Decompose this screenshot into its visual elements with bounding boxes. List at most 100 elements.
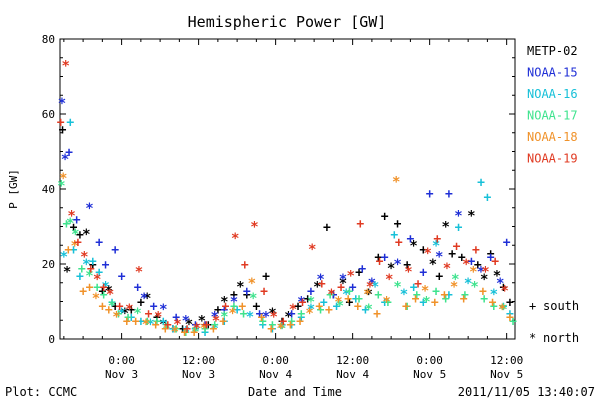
data-point-noaa-16: + — [66, 116, 74, 131]
data-point-noaa-17: * — [162, 321, 170, 337]
data-point-noaa-17: * — [278, 321, 286, 337]
data-point-metp-02: * — [480, 272, 488, 288]
data-point-noaa-16: * — [210, 321, 218, 337]
x-tick-time: 12:00 — [490, 354, 523, 367]
data-point-noaa-17: + — [288, 314, 296, 329]
data-point-noaa-17: + — [240, 307, 248, 322]
data-point-noaa-15: * — [58, 96, 66, 112]
data-point-noaa-16: * — [400, 287, 408, 303]
data-point-metp-02: + — [243, 288, 251, 303]
data-point-noaa-19: * — [212, 313, 220, 329]
data-point-noaa-17: + — [403, 299, 411, 314]
data-point-metp-02: + — [403, 258, 411, 273]
data-point-noaa-19: + — [356, 217, 364, 232]
data-point-noaa-16: + — [381, 296, 389, 311]
data-point-noaa-19: * — [106, 287, 114, 303]
data-point-noaa-19: + — [74, 236, 82, 251]
data-point-noaa-15: * — [61, 152, 69, 168]
y-tick-label: 20 — [42, 258, 55, 271]
data-point-metp-02: + — [394, 217, 402, 232]
data-point-metp-02: * — [441, 220, 449, 236]
data-point-noaa-18: * — [142, 317, 150, 333]
data-point-noaa-16: * — [146, 317, 154, 333]
data-point-noaa-19: + — [318, 277, 326, 292]
data-point-noaa-17: + — [78, 262, 86, 277]
data-point-noaa-19: + — [87, 262, 95, 277]
data-point-noaa-19: + — [279, 314, 287, 329]
data-point-metp-02: * — [467, 208, 475, 224]
data-point-noaa-19: + — [164, 318, 172, 333]
data-point-noaa-16: * — [278, 321, 286, 337]
data-points: +*++*++*+ *+ +*+* + +*+*++* +*+++* +*+ +*++*++*… — [57, 58, 517, 340]
data-point-metp-02: * — [236, 280, 244, 296]
data-point-noaa-17: + — [230, 299, 238, 314]
data-point-noaa-16: + — [191, 322, 199, 337]
data-point-noaa-16: + — [159, 314, 167, 329]
data-point-noaa-17: * — [85, 268, 93, 284]
data-point-noaa-15: + — [503, 236, 511, 251]
data-point-noaa-19: * — [481, 265, 489, 281]
data-point-metp-02: * — [143, 291, 151, 307]
data-point-noaa-15: + — [487, 251, 495, 266]
chart-title: Hemispheric Power [GW] — [188, 13, 387, 31]
x-tick-time: 0:00 — [416, 354, 443, 367]
data-point-noaa-15: * — [210, 310, 218, 326]
data-point-metp-02: + — [329, 288, 337, 303]
y-axis-label: P [GW] — [7, 169, 20, 209]
data-point-noaa-19: * — [462, 257, 470, 273]
data-point-noaa-19: + — [116, 299, 124, 314]
data-point-noaa-19: * — [289, 302, 297, 318]
data-point-noaa-15: + — [201, 318, 209, 333]
data-point-noaa-17: + — [346, 284, 354, 299]
data-point-noaa-18: + — [489, 296, 497, 311]
data-point-metp-02: + — [323, 221, 331, 236]
data-point-noaa-17: + — [269, 318, 277, 333]
data-point-metp-02: + — [262, 269, 270, 284]
data-point-noaa-16: + — [410, 281, 418, 296]
legend-item-noaa-17: NOAA-17 — [527, 109, 578, 123]
data-point-noaa-16: * — [432, 238, 440, 254]
data-point-noaa-18: * — [363, 287, 371, 303]
data-point-noaa-17: + — [355, 292, 363, 307]
data-point-noaa-17: + — [297, 307, 305, 322]
y-tick-label: 40 — [42, 183, 55, 196]
x-tick-date: Nov 3 — [182, 368, 215, 381]
data-point-noaa-17: + — [480, 292, 488, 307]
data-point-metp-02: + — [230, 288, 238, 303]
data-point-metp-02: + — [214, 303, 222, 318]
data-point-noaa-18: + — [440, 288, 448, 303]
data-point-noaa-19: + — [145, 307, 153, 322]
data-point-noaa-17: + — [143, 314, 151, 329]
x-tick-time: 0:00 — [108, 354, 135, 367]
marker-key-label-south: south — [543, 299, 579, 313]
data-point-noaa-18: + — [460, 292, 468, 307]
data-point-noaa-18: + — [123, 314, 131, 329]
data-point-noaa-19: + — [453, 239, 461, 254]
data-point-noaa-19: * — [80, 250, 88, 266]
data-point-noaa-18: + — [238, 299, 246, 314]
data-point-metp-02: * — [220, 295, 228, 311]
data-point-noaa-18: * — [59, 171, 67, 187]
data-point-noaa-16: * — [464, 276, 472, 292]
data-point-noaa-15: + — [243, 284, 251, 299]
data-point-noaa-18: * — [248, 276, 256, 292]
data-point-noaa-18: + — [181, 326, 189, 341]
data-point-metp-02: + — [474, 258, 482, 273]
data-point-noaa-17: + — [124, 311, 132, 326]
data-point-metp-02: + — [294, 299, 302, 314]
data-point-metp-02: * — [339, 276, 347, 292]
data-point-noaa-16: * — [490, 287, 498, 303]
data-point-noaa-19: * — [135, 265, 143, 281]
data-point-noaa-15: + — [445, 187, 453, 202]
data-point-noaa-15: + — [358, 262, 366, 277]
marker-key: + south * north — [529, 299, 579, 345]
data-point-noaa-17: * — [57, 178, 65, 194]
data-point-noaa-19: * — [93, 272, 101, 288]
data-point-noaa-16: * — [117, 306, 125, 322]
data-point-noaa-16: * — [101, 280, 109, 296]
data-point-metp-02: * — [198, 313, 206, 329]
data-point-noaa-18: * — [334, 295, 342, 311]
data-point-metp-02: * — [409, 238, 417, 254]
data-point-metp-02: + — [304, 292, 312, 307]
data-point-noaa-17: + — [201, 322, 209, 337]
